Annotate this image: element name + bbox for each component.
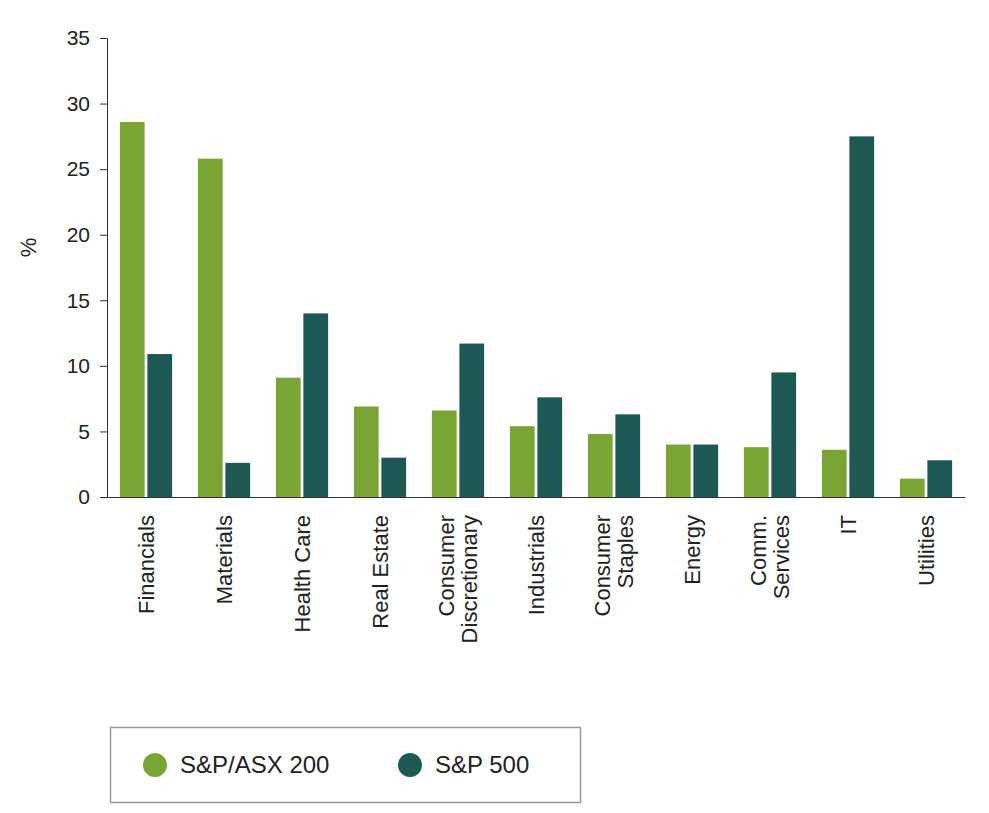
tick-label: Industrials xyxy=(524,515,549,615)
tick: 30 xyxy=(67,92,107,115)
tick-label: 30 xyxy=(67,92,90,115)
tick-label: Utilities xyxy=(914,515,939,586)
tick: Financials xyxy=(134,515,159,614)
tick-label: Financials xyxy=(134,515,159,614)
axis-line xyxy=(108,497,966,498)
tick: 10 xyxy=(67,354,107,377)
bar xyxy=(381,458,406,497)
tick: ConsumerDiscretionary xyxy=(434,515,482,643)
legend-swatch xyxy=(143,753,167,777)
bar xyxy=(744,447,769,497)
tick: Industrials xyxy=(524,515,549,615)
tick-mark xyxy=(100,431,107,432)
tick-label: 5 xyxy=(78,420,90,443)
legend-label: S&P/ASX 200 xyxy=(180,751,329,778)
y-axis: 0 5 10 15 20 25 30 35 xyxy=(67,26,108,508)
tick-label: Comm.Services xyxy=(746,515,794,599)
tick-label: 10 xyxy=(67,354,90,377)
x-axis: Financials Materials Health Care Real Estat… xyxy=(108,498,966,644)
tick: Utilities xyxy=(914,515,939,586)
tick-label: ConsumerDiscretionary xyxy=(434,515,482,643)
tick: 20 xyxy=(67,223,107,246)
tick-mark xyxy=(100,169,107,170)
tick: Comm.Services xyxy=(746,515,794,599)
tick-label: 0 xyxy=(78,485,90,508)
bar xyxy=(693,445,718,497)
tick: 15 xyxy=(67,289,107,312)
tick-label: 35 xyxy=(67,26,90,49)
tick-mark xyxy=(100,104,107,105)
tick: 0 xyxy=(78,485,107,508)
tick: IT xyxy=(836,515,861,535)
bar xyxy=(666,445,691,497)
tick-mark xyxy=(100,366,107,367)
bar xyxy=(615,414,640,497)
tick-mark xyxy=(100,38,107,39)
bar xyxy=(120,122,145,497)
tick: Real Estate xyxy=(368,515,393,629)
tick-label: 15 xyxy=(67,289,90,312)
bar xyxy=(771,372,796,497)
series xyxy=(120,122,925,497)
legend-frame xyxy=(111,728,581,803)
bar xyxy=(900,479,925,497)
tick-mark xyxy=(100,497,107,498)
legend-label: S&P 500 xyxy=(435,751,529,778)
bar xyxy=(303,313,328,497)
tick-label: ConsumerStaples xyxy=(590,515,638,616)
tick: ConsumerStaples xyxy=(590,515,638,616)
series xyxy=(147,136,952,497)
bar xyxy=(927,460,952,497)
tick-label: 20 xyxy=(67,223,90,246)
tick: 35 xyxy=(67,26,107,49)
tick-mark xyxy=(100,300,107,301)
bar xyxy=(510,426,535,497)
bar xyxy=(459,344,484,497)
bar xyxy=(537,397,562,497)
bars xyxy=(120,122,952,497)
tick-label: Materials xyxy=(212,515,237,604)
bar xyxy=(276,378,301,497)
bar xyxy=(198,159,223,497)
tick-label: Energy xyxy=(680,515,705,585)
tick-label: 25 xyxy=(67,157,90,180)
tick: 25 xyxy=(67,157,107,180)
tick-label: Real Estate xyxy=(368,515,393,629)
axis-line xyxy=(100,39,108,498)
tick-label: IT xyxy=(836,515,861,535)
bar xyxy=(822,450,847,497)
chart: 0 5 10 15 20 25 30 35 Financials Materials Health … xyxy=(0,0,989,813)
tick-mark xyxy=(100,235,107,236)
tick: 5 xyxy=(78,420,107,443)
legend: S&P/ASX 200 S&P 500 xyxy=(111,728,581,803)
axis-title: % xyxy=(16,238,41,258)
bar xyxy=(588,434,613,497)
bar xyxy=(147,354,172,497)
bar xyxy=(354,407,379,497)
tick: Materials xyxy=(212,515,237,604)
tick: Health Care xyxy=(290,515,315,632)
bar xyxy=(432,410,457,497)
bar xyxy=(225,463,250,497)
tick: Energy xyxy=(680,515,705,585)
tick-label: Health Care xyxy=(290,515,315,632)
bar xyxy=(849,136,874,497)
legend-swatch xyxy=(398,753,422,777)
plot: 0 5 10 15 20 25 30 35 Financials Materials Health … xyxy=(67,26,966,643)
